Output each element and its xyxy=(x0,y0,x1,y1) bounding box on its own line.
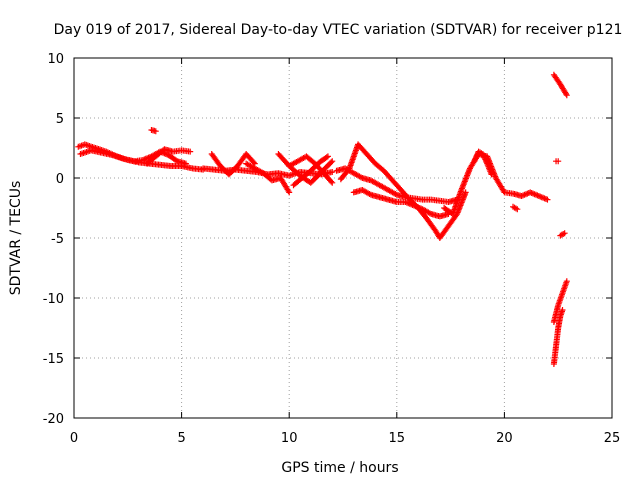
x-tick-label: 10 xyxy=(281,431,298,446)
grid-lines xyxy=(74,58,612,418)
series-track-m xyxy=(350,187,452,220)
data-point xyxy=(173,157,180,164)
data-point xyxy=(514,206,521,213)
x-tick-label: 15 xyxy=(389,431,406,446)
series-track-f xyxy=(208,151,258,178)
series-track-r xyxy=(553,158,562,165)
data-point xyxy=(473,152,480,159)
data-point xyxy=(481,155,488,162)
y-tick-label: 0 xyxy=(56,172,64,187)
data-point xyxy=(182,160,189,167)
data-point xyxy=(329,158,336,165)
data-point xyxy=(481,153,488,160)
y-tick-label: -5 xyxy=(51,232,64,247)
data-point xyxy=(561,230,568,237)
data-point xyxy=(544,196,551,203)
x-tick-label: 25 xyxy=(604,431,621,446)
data-point xyxy=(187,148,194,155)
series-track-n xyxy=(441,151,551,217)
y-tick-label: -15 xyxy=(43,352,64,367)
series-track-u xyxy=(550,278,570,325)
x-tick-label: 5 xyxy=(177,431,185,446)
data-point xyxy=(250,159,257,166)
data-point xyxy=(483,159,490,166)
series-track-q xyxy=(550,71,570,99)
data-points xyxy=(75,71,570,367)
data-point xyxy=(286,189,293,196)
x-tick-label: 0 xyxy=(70,431,78,446)
data-point xyxy=(559,307,566,313)
x-tick-label: 20 xyxy=(496,431,513,446)
series-track-s xyxy=(557,230,568,239)
chart-title: Day 019 of 2017, Sidereal Day-to-day VTE… xyxy=(54,22,623,38)
series-track-a xyxy=(75,141,207,173)
data-point xyxy=(471,158,478,165)
data-point xyxy=(563,92,570,99)
series-track-c xyxy=(144,146,194,167)
data-point xyxy=(329,169,336,175)
series-track-o xyxy=(471,148,495,178)
y-tick-label: -20 xyxy=(43,412,64,427)
data-point xyxy=(328,159,335,166)
y-tick-label: -10 xyxy=(43,292,64,307)
series-track-j xyxy=(286,153,336,186)
series-track-l xyxy=(337,141,469,241)
data-point xyxy=(323,154,330,161)
data-point xyxy=(563,278,570,285)
data-point xyxy=(479,151,486,157)
x-axis-label: GPS time / hours xyxy=(281,460,398,476)
y-tick-label: 10 xyxy=(47,52,64,67)
data-point xyxy=(462,189,469,196)
data-point xyxy=(328,178,335,185)
series-track-t xyxy=(550,307,566,367)
data-point xyxy=(324,153,331,160)
series-track-g xyxy=(243,160,293,196)
data-point xyxy=(152,128,159,135)
series-track-d xyxy=(148,127,159,135)
axis-ticks: 0 5 10 15 20 25 -20 -15 -10 -5 0 5 10 xyxy=(43,52,621,446)
data-point xyxy=(482,157,489,164)
series-track-p xyxy=(510,203,521,213)
data-point xyxy=(329,179,336,186)
data-point xyxy=(480,152,487,159)
data-point xyxy=(472,155,479,162)
data-point xyxy=(563,90,570,97)
data-point xyxy=(473,154,480,161)
y-tick-label: 5 xyxy=(56,112,64,127)
data-point xyxy=(471,156,478,163)
data-point xyxy=(555,158,562,165)
data-point xyxy=(482,156,489,163)
y-axis-label: SDTVAR / TECUs xyxy=(8,181,24,296)
data-point xyxy=(488,171,495,178)
